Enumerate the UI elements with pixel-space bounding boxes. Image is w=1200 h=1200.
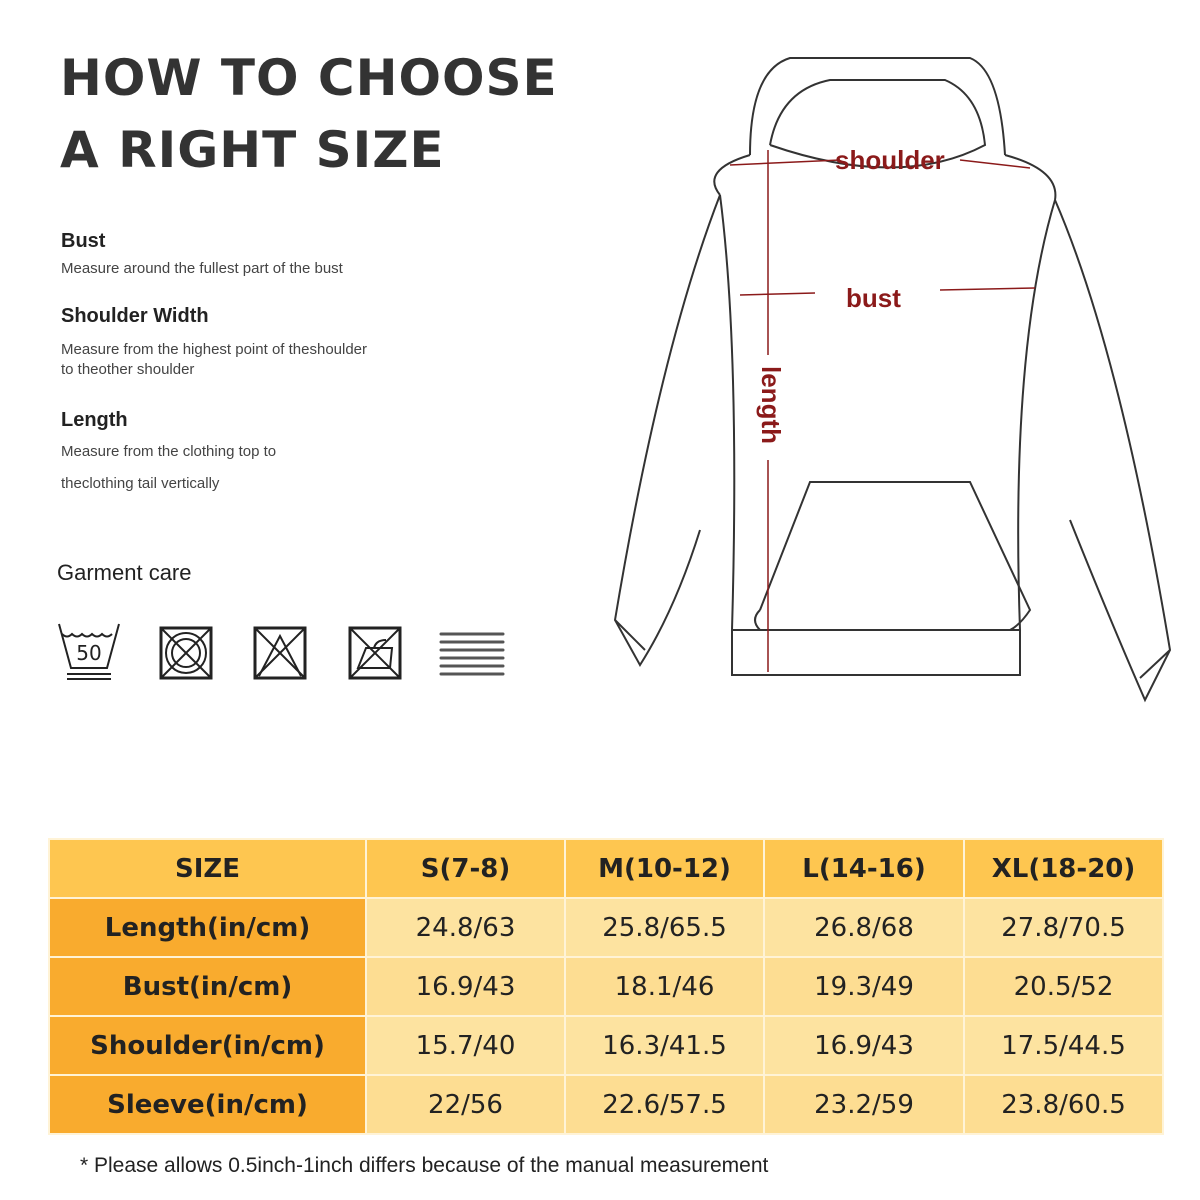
- header-cell: M(10-12): [564, 838, 765, 899]
- row-header: Bust(in/cm): [48, 956, 367, 1017]
- no-bleach-icon: [253, 626, 307, 680]
- table-header-row: SIZE S(7-8) M(10-12) L(14-16) XL(18-20): [48, 838, 1164, 899]
- bust-label: bust: [846, 283, 901, 313]
- header-cell: SIZE: [48, 838, 367, 899]
- table-row: Sleeve(in/cm) 22/56 22.6/57.5 23.2/59 23…: [48, 1074, 1164, 1135]
- svg-text:50: 50: [76, 641, 101, 665]
- cell: 22.6/57.5: [564, 1074, 765, 1135]
- cell: 22/56: [365, 1074, 566, 1135]
- cell: 24.8/63: [365, 897, 566, 958]
- cell: 27.8/70.5: [963, 897, 1164, 958]
- cell: 18.1/46: [564, 956, 765, 1017]
- header-cell: XL(18-20): [963, 838, 1164, 899]
- row-header: Shoulder(in/cm): [48, 1015, 367, 1076]
- table-row: Bust(in/cm) 16.9/43 18.1/46 19.3/49 20.5…: [48, 956, 1164, 1017]
- cell: 16.3/41.5: [564, 1015, 765, 1076]
- row-header: Sleeve(in/cm): [48, 1074, 367, 1135]
- cell: 19.3/49: [763, 956, 965, 1017]
- no-iron-icon: [348, 626, 402, 680]
- hoodie-diagram: [613, 57, 1172, 703]
- header-cell: L(14-16): [763, 838, 965, 899]
- page-title: HOW TO CHOOSE A RIGHT SIZE: [60, 49, 558, 179]
- header-cell: S(7-8): [365, 838, 566, 899]
- measurement-note: * Please allows 0.5inch-1inch differs be…: [80, 1154, 769, 1177]
- size-table: SIZE S(7-8) M(10-12) L(14-16) XL(18-20) …: [48, 838, 1164, 1135]
- guide-length: Length Measure from the clothing top to …: [61, 409, 277, 492]
- length-label: length: [756, 366, 786, 444]
- cell: 16.9/43: [365, 956, 566, 1017]
- wash-50-icon: 50: [58, 623, 120, 680]
- cell: 15.7/40: [365, 1015, 566, 1076]
- cell: 20.5/52: [963, 956, 1164, 1017]
- shoulder-label: shoulder: [835, 145, 945, 175]
- garment-care-label: Garment care: [57, 560, 192, 585]
- guide-bust: Bust Measure around the fullest part of …: [61, 230, 343, 277]
- cell: 25.8/65.5: [564, 897, 765, 958]
- table-row: Shoulder(in/cm) 15.7/40 16.3/41.5 16.9/4…: [48, 1015, 1164, 1076]
- table-row: Length(in/cm) 24.8/63 25.8/65.5 26.8/68 …: [48, 897, 1164, 958]
- cell: 16.9/43: [763, 1015, 965, 1076]
- guide-shoulder: Shoulder Width Measure from the highest …: [61, 305, 368, 378]
- cell: 26.8/68: [763, 897, 965, 958]
- row-header: Length(in/cm): [48, 897, 367, 958]
- cell: 23.8/60.5: [963, 1074, 1164, 1135]
- cell: 23.2/59: [763, 1074, 965, 1135]
- dry-flat-icon: [439, 632, 505, 676]
- cell: 17.5/44.5: [963, 1015, 1164, 1076]
- no-tumble-dry-icon: [159, 626, 213, 680]
